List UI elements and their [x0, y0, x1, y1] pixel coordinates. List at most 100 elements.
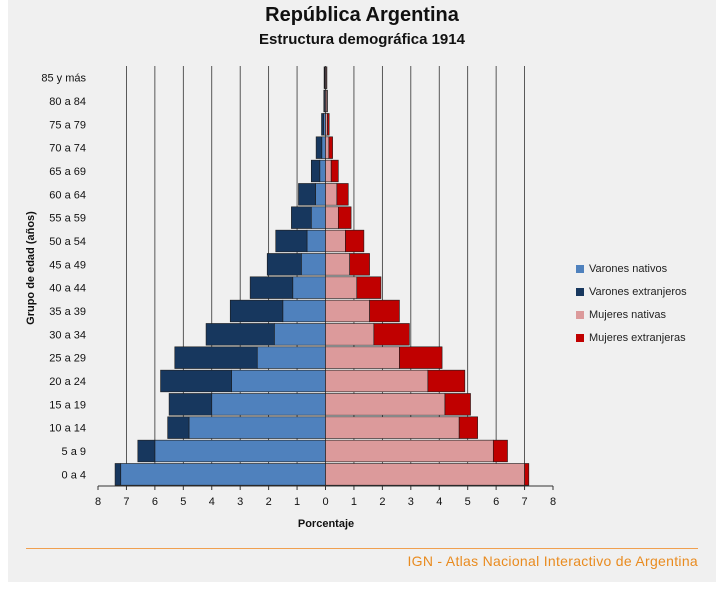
y-tick-label: 10 a 14 [49, 423, 86, 435]
bar-varones-nativos [319, 159, 326, 183]
y-tick-label: 35 a 39 [49, 306, 86, 318]
bar-varones-nativos [120, 463, 326, 486]
bar-mujeres-nativas [325, 183, 338, 206]
x-tick-label: 2 [379, 496, 385, 508]
legend-swatch [576, 333, 584, 342]
bar-varones-nativos [154, 439, 326, 463]
y-tick-label: 80 a 84 [49, 96, 86, 108]
x-tick-label: 8 [550, 496, 556, 508]
legend-label: Mujeres extranjeras [589, 331, 686, 344]
bar-varones-extranjeros [323, 66, 325, 89]
bar-mujeres-nativas [325, 393, 446, 416]
bar-varones-extranjeros [323, 89, 325, 113]
bar-varones-extranjeros [310, 159, 321, 183]
x-tick-label: 3 [408, 496, 414, 508]
y-tick-label: 5 a 9 [62, 446, 86, 458]
bar-mujeres-extranjeras [369, 299, 400, 323]
bar-varones-nativos [211, 393, 326, 416]
bar-mujeres-extranjeras [399, 346, 443, 369]
legend-swatch [576, 310, 584, 319]
bar-mujeres-nativas [325, 439, 494, 463]
bar-varones-extranjeros [266, 253, 302, 276]
legend-item: Mujeres extranjeras [576, 326, 687, 349]
x-axis-label: Porcentaje [298, 518, 354, 530]
bar-varones-extranjeros [291, 206, 312, 229]
legend-swatch [576, 264, 584, 273]
bar-varones-extranjeros [315, 136, 323, 159]
x-tick-label: 6 [493, 496, 499, 508]
bar-mujeres-nativas [325, 416, 460, 439]
y-tick-label: 40 a 44 [49, 283, 86, 295]
legend-item: Varones nativos [576, 257, 687, 280]
bar-varones-extranjeros [298, 183, 316, 206]
y-tick-label: 60 a 64 [49, 189, 86, 201]
x-tick-label: 6 [152, 496, 158, 508]
bar-varones-extranjeros [229, 299, 284, 323]
bars [114, 66, 530, 486]
bar-varones-extranjeros [167, 416, 190, 439]
bar-mujeres-nativas [325, 346, 400, 369]
legend-swatch [576, 287, 584, 296]
bar-mujeres-extranjeras [337, 206, 352, 229]
bar-varones-nativos [292, 276, 326, 299]
bar-mujeres-extranjeras [458, 416, 478, 439]
bar-varones-nativos [315, 183, 326, 206]
y-tick-label: 55 a 59 [49, 213, 86, 225]
bar-varones-nativos [310, 206, 326, 229]
bar-mujeres-extranjeras [524, 463, 530, 486]
chart-title: República Argentina [265, 4, 459, 26]
y-tick-label: 65 a 69 [49, 166, 86, 178]
x-tick-label: 0 [322, 496, 328, 508]
x-tick-label: 4 [209, 496, 215, 508]
bar-mujeres-nativas [325, 136, 330, 159]
bar-varones-extranjeros [160, 369, 232, 393]
chart-subtitle: Estructura demográfica 1914 [259, 31, 465, 48]
bar-varones-extranjeros [168, 393, 213, 416]
bar-varones-nativos [256, 346, 326, 369]
x-tick-label: 5 [465, 496, 471, 508]
bar-varones-extranjeros [137, 439, 156, 463]
y-tick-label: 25 a 29 [49, 353, 86, 365]
x-tick-label: 5 [180, 496, 186, 508]
y-tick-label: 75 a 79 [49, 119, 86, 131]
y-tick-label: 30 a 34 [49, 329, 86, 341]
bar-varones-nativos [231, 369, 326, 393]
x-tick-label: 1 [351, 496, 357, 508]
bar-mujeres-extranjeras [328, 136, 333, 159]
legend-label: Mujeres nativas [589, 308, 667, 321]
bar-varones-extranjeros [249, 276, 294, 299]
bar-mujeres-nativas [325, 276, 358, 299]
bar-mujeres-extranjeras [373, 323, 410, 346]
footer-credit: IGN - Atlas Nacional Interactivo de Arge… [407, 553, 698, 569]
bar-mujeres-extranjeras [356, 276, 382, 299]
bar-varones-extranjeros [174, 346, 258, 369]
bar-varones-nativos [282, 299, 326, 323]
bar-mujeres-nativas [325, 299, 370, 323]
bar-mujeres-extranjeras [326, 89, 328, 113]
bar-mujeres-nativas [325, 159, 332, 183]
bar-mujeres-nativas [325, 253, 350, 276]
legend-label: Varones extranjeros [589, 285, 687, 298]
bar-mujeres-extranjeras [336, 183, 349, 206]
legend-label: Varones nativos [589, 262, 668, 275]
grid-lines [126, 66, 525, 486]
bar-varones-nativos [306, 229, 326, 253]
y-tick-label: 85 y más [41, 73, 86, 85]
bar-mujeres-nativas [325, 323, 375, 346]
legend-item: Mujeres nativas [576, 303, 687, 326]
footer-divider [26, 548, 698, 549]
x-tick-label: 4 [436, 496, 442, 508]
bar-mujeres-extranjeras [327, 113, 330, 136]
bar-varones-nativos [274, 323, 326, 346]
legend: Varones nativos Varones extranjeros Mujere… [576, 257, 687, 349]
x-tick-label: 1 [294, 496, 300, 508]
bar-mujeres-extranjeras [427, 369, 466, 393]
bar-mujeres-extranjeras [444, 393, 471, 416]
bar-mujeres-nativas [325, 206, 339, 229]
bar-mujeres-nativas [325, 229, 346, 253]
y-tick-label: 70 a 74 [49, 143, 86, 155]
legend-item: Varones extranjeros [576, 280, 687, 303]
bar-mujeres-extranjeras [492, 439, 508, 463]
